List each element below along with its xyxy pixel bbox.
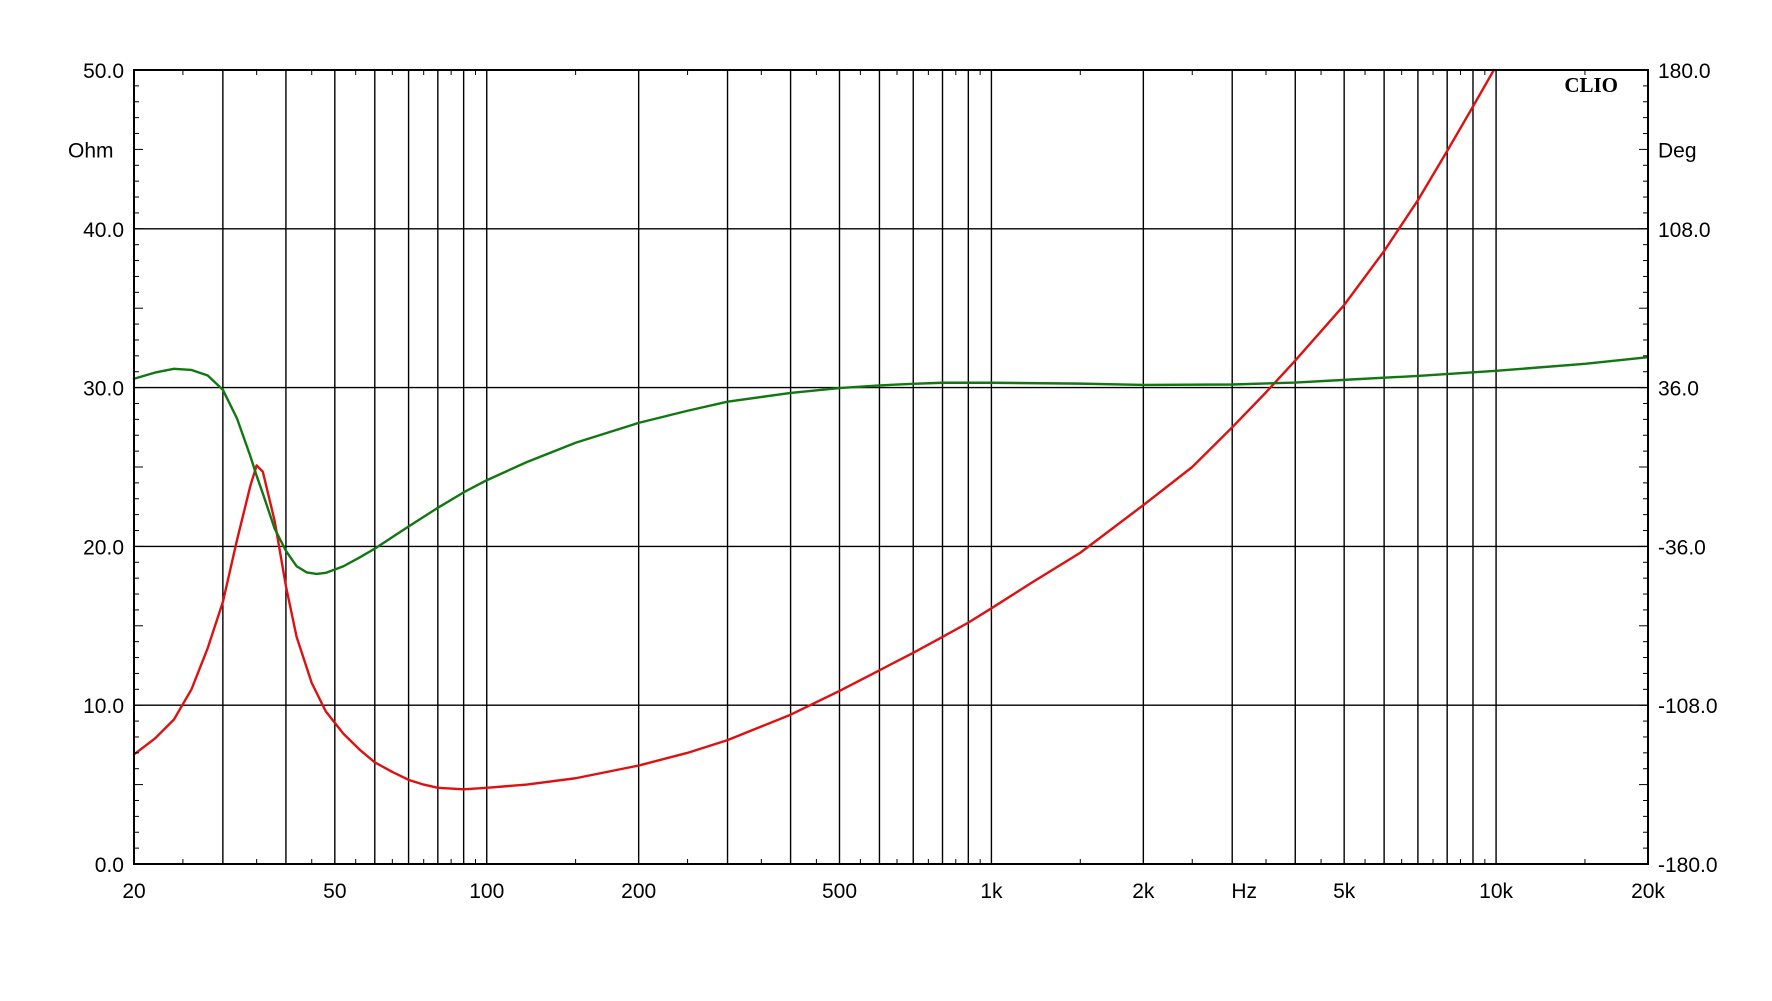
left-tick-label: 30.0 [83,378,124,401]
left-tick-label: 0.0 [95,854,124,877]
x-tick-label: 500 [822,880,857,903]
brand-logo: CLIO [1564,73,1618,97]
x-tick-label: 10k [1479,880,1513,903]
x-tick-label: 100 [469,880,504,903]
right-tick-label: 180.0 [1658,60,1711,83]
axis-labels: 0.0 10.0 20.0 30.0 40.0 50.0 -180.0 -108.0 -36.0… [68,60,1718,903]
x-axis-unit: Hz [1231,880,1257,903]
left-tick-label: 50.0 [83,60,124,83]
impedance-curve [132,68,1496,791]
grid-lines [133,69,1649,865]
right-tick-label: -108.0 [1658,695,1718,718]
plot-frame [133,69,1649,865]
right-tick-label: 108.0 [1658,219,1711,242]
x-tick-label: 2k [1132,880,1155,903]
right-tick-label: 36.0 [1658,378,1699,401]
phase-curve [132,355,1650,576]
tick-marks [134,69,1648,865]
x-tick-label: 20k [1631,880,1665,903]
left-axis-unit: Ohm [68,139,114,162]
right-axis-unit: Deg [1658,139,1697,162]
right-tick-label: -36.0 [1658,536,1706,559]
x-tick-label: 20 [122,880,145,903]
x-tick-label: 5k [1333,880,1356,903]
right-tick-label: -180.0 [1658,854,1718,877]
left-tick-label: 20.0 [83,536,124,559]
left-tick-label: 10.0 [83,695,124,718]
x-tick-label: 1k [980,880,1003,903]
series-group [132,68,1650,791]
left-tick-label: 40.0 [83,219,124,242]
x-tick-label: 50 [323,880,346,903]
x-tick-label: 200 [621,880,656,903]
